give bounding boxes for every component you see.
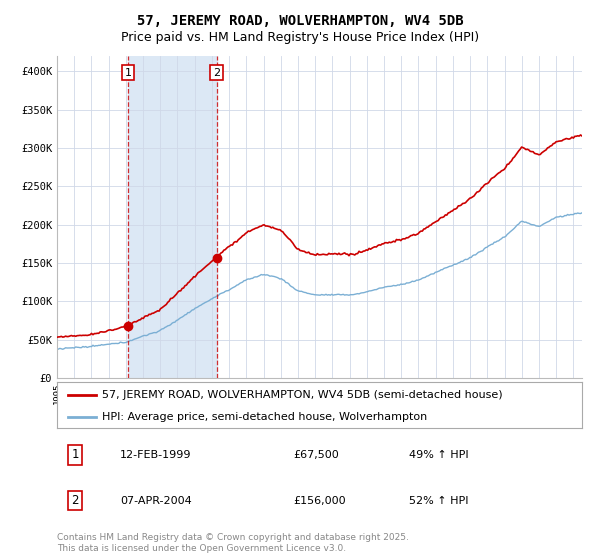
Text: Contains HM Land Registry data © Crown copyright and database right 2025.
This d: Contains HM Land Registry data © Crown c… <box>57 533 409 553</box>
Text: 49% ↑ HPI: 49% ↑ HPI <box>409 450 469 460</box>
Text: £67,500: £67,500 <box>293 450 339 460</box>
Text: 07-APR-2004: 07-APR-2004 <box>120 496 192 506</box>
Text: 2: 2 <box>71 494 79 507</box>
Bar <box>128 56 217 378</box>
Text: 12-FEB-1999: 12-FEB-1999 <box>120 450 191 460</box>
Text: 2: 2 <box>213 68 220 77</box>
Text: Price paid vs. HM Land Registry's House Price Index (HPI): Price paid vs. HM Land Registry's House … <box>121 31 479 44</box>
Text: 57, JEREMY ROAD, WOLVERHAMPTON, WV4 5DB (semi-detached house): 57, JEREMY ROAD, WOLVERHAMPTON, WV4 5DB … <box>101 390 502 400</box>
Text: 1: 1 <box>124 68 131 77</box>
Text: £156,000: £156,000 <box>293 496 346 506</box>
Text: 57, JEREMY ROAD, WOLVERHAMPTON, WV4 5DB: 57, JEREMY ROAD, WOLVERHAMPTON, WV4 5DB <box>137 14 463 28</box>
Text: 1: 1 <box>71 449 79 461</box>
Text: 52% ↑ HPI: 52% ↑ HPI <box>409 496 468 506</box>
Text: HPI: Average price, semi-detached house, Wolverhampton: HPI: Average price, semi-detached house,… <box>101 412 427 422</box>
